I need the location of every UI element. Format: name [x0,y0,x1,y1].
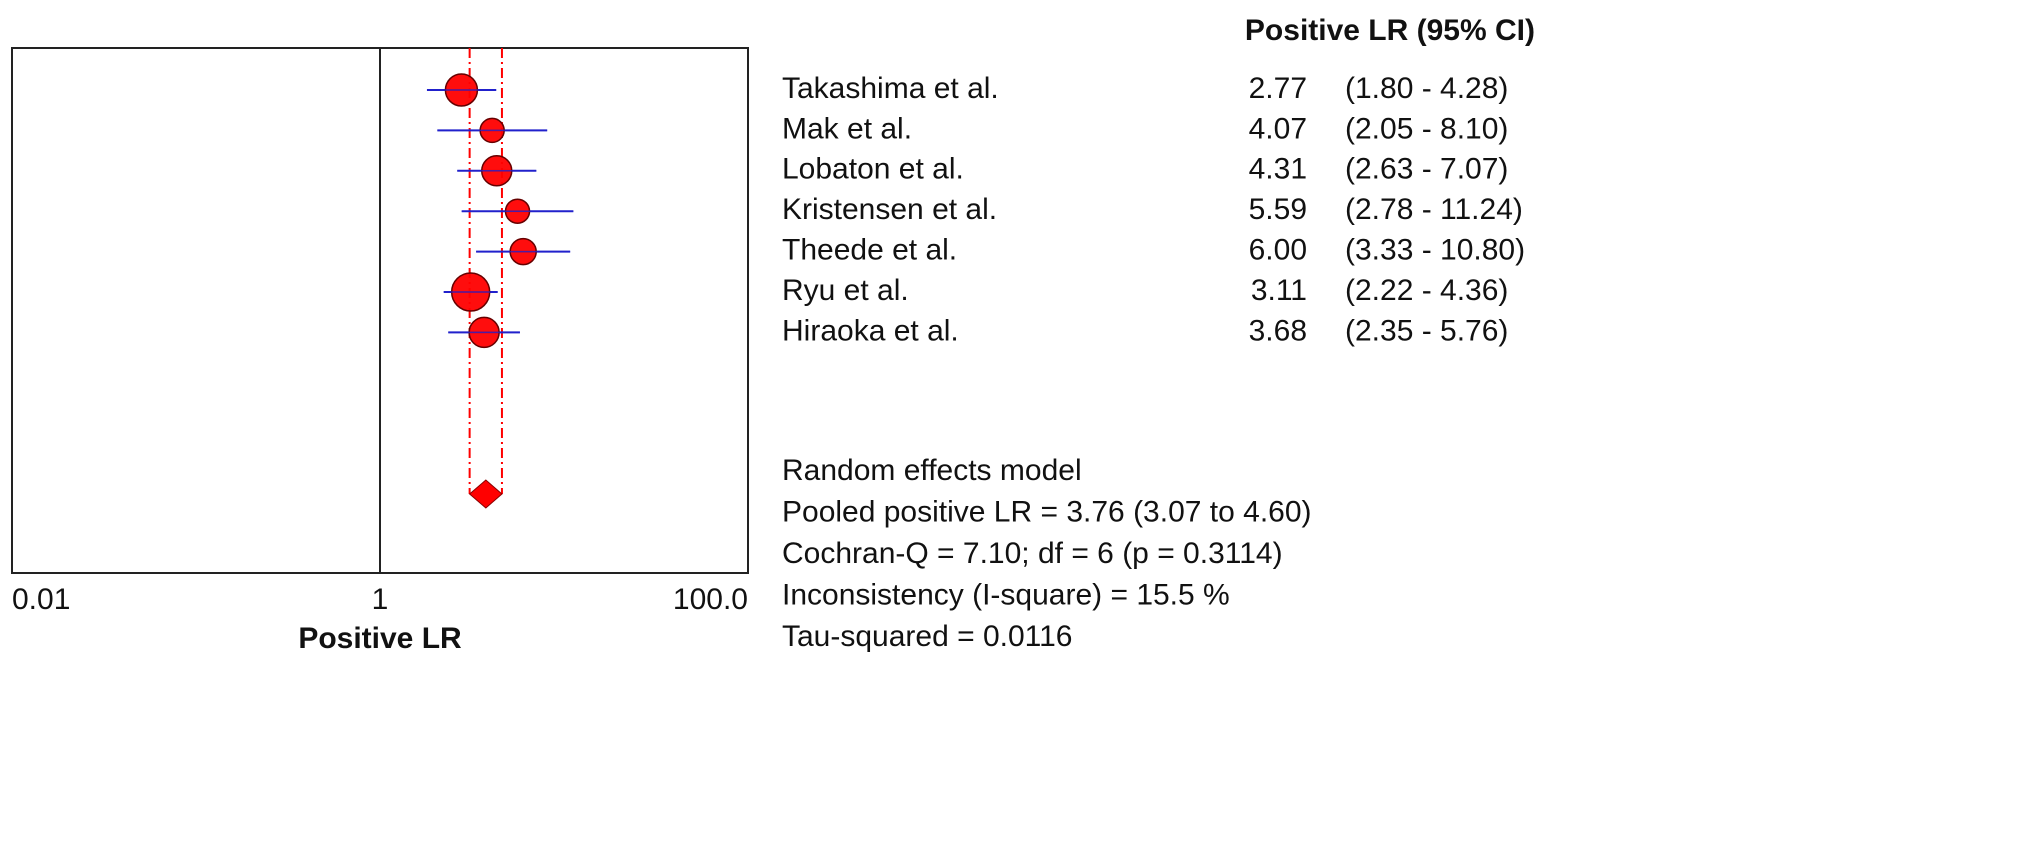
summary-line: Pooled positive LR = 3.76 (3.07 to 4.60) [782,495,1312,528]
pooled-diamond [468,479,503,509]
study-ci: (2.78 - 11.24) [1345,193,1523,226]
study-ci: (2.22 - 4.36) [1345,274,1508,307]
study-value: 3.11 [1251,274,1307,307]
study-name: Mak et al. [782,112,912,145]
summary-line: Random effects model [782,454,1082,487]
summary-line: Cochran-Q = 7.10; df = 6 (p = 0.3114) [782,537,1283,570]
study-ci: (3.33 - 10.80) [1345,234,1525,267]
study-value: 3.68 [1249,314,1307,347]
study-name: Kristensen et al. [782,193,997,226]
study-name: Takashima et al. [782,72,999,105]
study-value: 4.31 [1249,153,1307,186]
study-name: Hiraoka et al. [782,314,959,347]
study-ci: (1.80 - 4.28) [1345,72,1508,105]
study-ci: (2.63 - 7.07) [1345,153,1508,186]
summary-line: Tau-squared = 0.0116 [782,620,1073,653]
study-value: 6.00 [1249,234,1307,267]
study-name: Lobaton et al. [782,153,964,186]
study-value: 2.77 [1249,72,1307,105]
table-header: Positive LR (95% CI) [1245,14,1535,47]
study-ci: (2.05 - 8.10) [1345,112,1508,145]
study-name: Theede et al. [782,234,957,267]
x-tick-label: 1 [372,583,389,616]
x-tick-label: 100.0 [673,583,748,616]
study-value: 4.07 [1249,112,1307,145]
study-value: 5.59 [1249,193,1307,226]
study-ci: (2.35 - 5.76) [1345,314,1508,347]
summary-line: Inconsistency (I-square) = 15.5 % [782,578,1230,611]
x-tick-label: 0.01 [12,583,70,616]
study-name: Ryu et al. [782,274,909,307]
x-axis-label: Positive LR [298,622,462,655]
